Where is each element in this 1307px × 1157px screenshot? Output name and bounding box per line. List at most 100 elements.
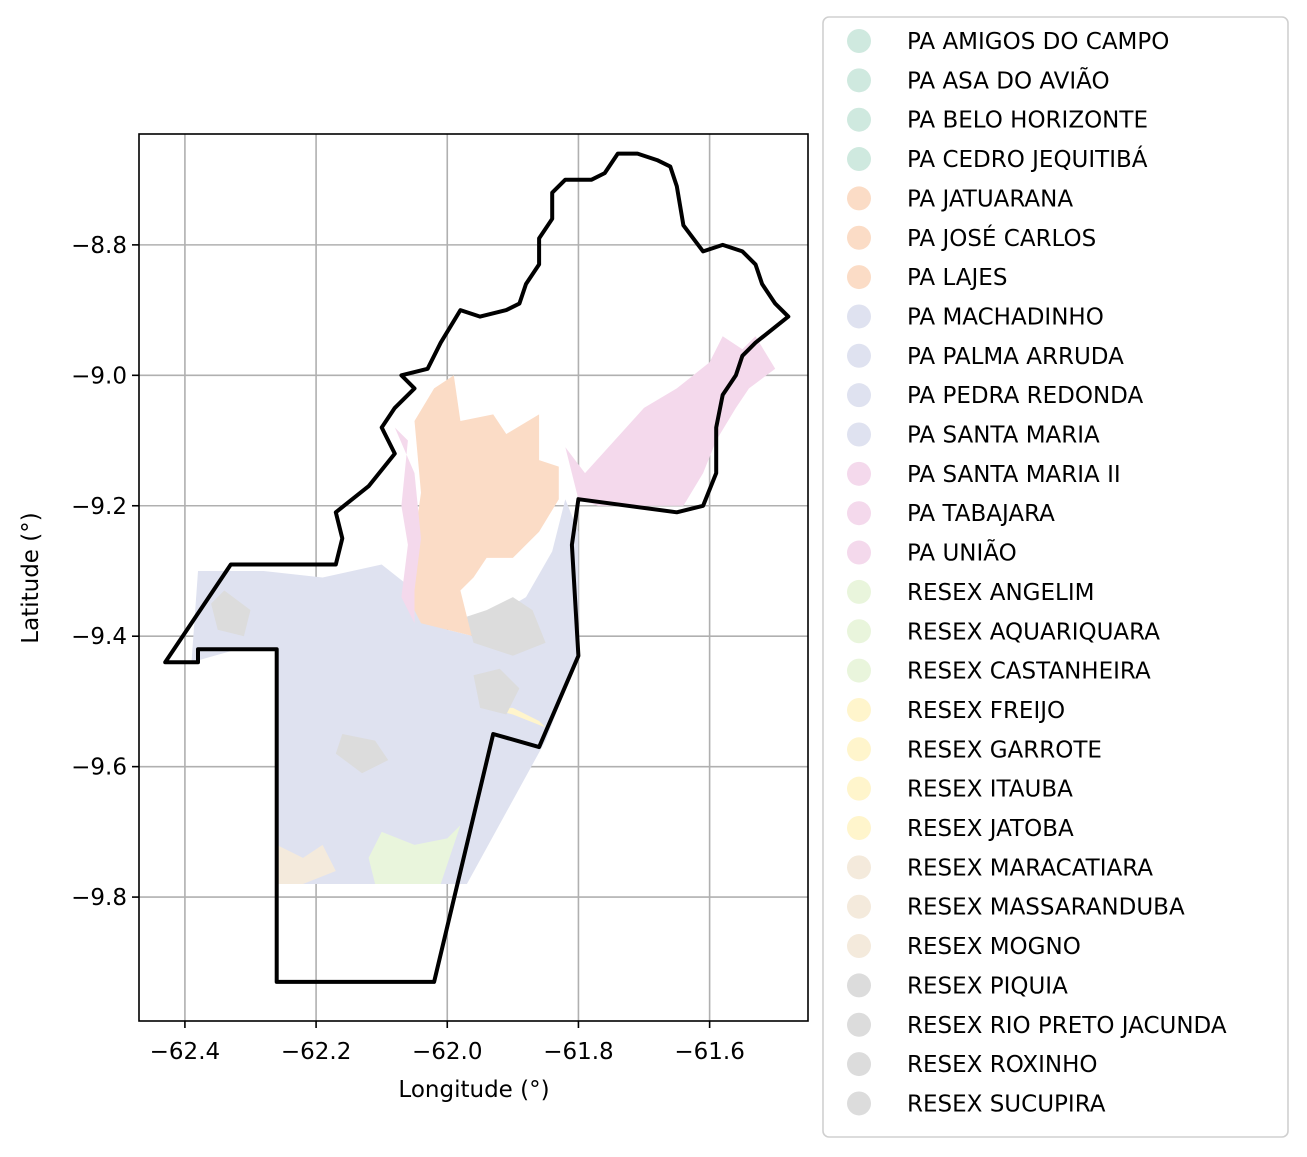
legend-marker	[847, 658, 871, 683]
legend-label: PA JOSÉ CARLOS	[907, 224, 1096, 252]
legend-label: PA PALMA ARRUDA	[907, 344, 1124, 370]
region-resex-piquia	[211, 590, 251, 637]
legend-item: PA ASA DO AVIÃO	[847, 66, 1110, 94]
legend-marker	[847, 894, 871, 919]
legend-item: PA JOSÉ CARLOS	[847, 224, 1096, 252]
legend-marker	[847, 934, 871, 959]
legend-label: RESEX RIO PRETO JACUNDA	[907, 1013, 1227, 1039]
legend-marker	[847, 973, 871, 998]
y-tick-label: −9.0	[71, 363, 127, 389]
legend-item: PA CEDRO JEQUITIBÁ	[847, 145, 1148, 173]
legend-label: RESEX MOGNO	[907, 934, 1081, 960]
x-axis-label: Longitude (°)	[398, 1077, 549, 1103]
legend-item: PA BELO HORIZONTE	[847, 107, 1148, 134]
legend-marker	[847, 501, 871, 526]
legend-label: RESEX FREIJO	[907, 698, 1065, 724]
y-tick-label: −9.4	[71, 624, 127, 650]
legend-marker	[847, 540, 871, 565]
legend-marker	[847, 855, 871, 880]
x-tick-label: −61.8	[543, 1039, 613, 1065]
y-axis-ticks: −8.8 −9.0 −9.2 −9.4 −9.6 −9.8	[71, 233, 139, 911]
legend-label: RESEX GARROTE	[907, 737, 1102, 763]
legend-item: RESEX MOGNO	[847, 934, 1081, 960]
legend-box	[822, 16, 1289, 1138]
y-tick-label: −9.6	[71, 755, 127, 781]
legend-label: RESEX ITAUBA	[907, 777, 1073, 803]
legend-label: PA MACHADINHO	[907, 304, 1104, 330]
legend-item: RESEX ANGELIM	[847, 579, 1094, 606]
municipality-boundary	[163, 151, 791, 984]
legend-item: RESEX MARACATIARA	[847, 855, 1153, 881]
legend-marker	[847, 29, 871, 53]
legend-label: RESEX AQUARIQUARA	[907, 619, 1160, 645]
legend-marker	[847, 107, 871, 132]
legend-label: PA SANTA MARIA	[907, 423, 1100, 449]
legend-item: PA TABAJARA	[847, 501, 1055, 527]
legend-marker	[847, 383, 871, 408]
legend-label: PA BELO HORIZONTE	[907, 108, 1148, 134]
legend-label: RESEX MARACATIARA	[907, 855, 1153, 881]
legend-label: PA LAJES	[907, 265, 1007, 291]
legend-label: PA JATUARANA	[907, 186, 1073, 212]
legend-label: PA CEDRO JEQUITIBÁ	[907, 145, 1148, 173]
region-resex-freijo	[486, 707, 546, 728]
legend-item: RESEX JATOBA	[847, 816, 1074, 842]
legend-marker	[847, 304, 871, 329]
x-tick-label: −62.2	[281, 1039, 351, 1065]
legend-item: RESEX SUCUPIRA	[847, 1091, 1106, 1117]
legend-item: RESEX AQUARIQUARA	[847, 619, 1160, 645]
legend-item: PA PALMA ARRUDA	[847, 343, 1124, 370]
legend-item: PA JATUARANA	[847, 186, 1073, 212]
y-axis-label: Latitude (°)	[18, 512, 44, 643]
legend-marker	[847, 776, 871, 801]
legend-entries: PA AMIGOS DO CAMPO PA ASA DO AVIÃO PA BELO…	[847, 29, 1227, 1117]
region-pa-tabajara	[394, 427, 421, 624]
legend-item: RESEX CASTANHEIRA	[847, 658, 1151, 685]
region-resex-castanheira	[368, 825, 461, 884]
legend-item: RESEX PIQUIA	[847, 973, 1068, 999]
plot-area	[139, 134, 808, 1021]
legend-label: PA UNIÃO	[907, 539, 1017, 567]
legend-label: RESEX ROXINHO	[907, 1052, 1097, 1078]
legend-item: PA AMIGOS DO CAMPO	[847, 29, 1169, 55]
legend-item: RESEX RIO PRETO JACUNDA	[847, 1012, 1227, 1039]
legend-item: PA PEDRA REDONDA	[847, 383, 1143, 409]
region-pa-santa-maria-ii	[565, 336, 776, 506]
legend-marker	[847, 579, 871, 604]
legend-marker	[847, 343, 871, 368]
legend-item: PA MACHADINHO	[847, 304, 1104, 330]
legend-item: RESEX ROXINHO	[847, 1052, 1097, 1078]
region-resex-maracatiara	[276, 844, 336, 884]
legend-marker	[847, 68, 871, 93]
legend-marker	[847, 225, 871, 250]
legend-item: PA UNIÃO	[847, 539, 1017, 567]
legend-label: RESEX CASTANHEIRA	[907, 659, 1151, 685]
legend-marker	[847, 461, 871, 486]
legend-item: PA LAJES	[847, 265, 1007, 291]
region-resex-roxinho	[335, 734, 389, 774]
municipality-boundary-layer	[163, 151, 791, 984]
legend-marker	[847, 816, 871, 840]
x-tick-label: −62.0	[412, 1039, 482, 1065]
x-axis-ticks: −62.4 −62.2 −62.0 −61.8 −61.6	[150, 1021, 745, 1065]
legend-marker	[847, 1052, 871, 1077]
legend-marker	[847, 1012, 871, 1037]
legend-label: PA PEDRA REDONDA	[907, 383, 1143, 409]
legend-item: RESEX GARROTE	[847, 737, 1102, 763]
legend-label: PA AMIGOS DO CAMPO	[907, 29, 1169, 55]
legend-label: PA TABAJARA	[907, 501, 1055, 527]
legend-marker	[847, 619, 871, 644]
y-tick-label: −9.8	[71, 885, 127, 911]
legend-label: RESEX PIQUIA	[907, 973, 1068, 999]
region-pa-jatuarana	[407, 375, 559, 637]
legend-item: RESEX FREIJO	[847, 697, 1065, 724]
legend-item: RESEX ITAUBA	[847, 776, 1073, 803]
legend-marker	[847, 1091, 871, 1116]
x-tick-label: −62.4	[150, 1039, 220, 1065]
legend: PA AMIGOS DO CAMPO PA ASA DO AVIÃO PA BELO…	[822, 16, 1289, 1138]
legend-marker	[847, 265, 871, 290]
legend-label: RESEX ANGELIM	[907, 580, 1094, 606]
legend-marker	[847, 186, 871, 211]
legend-marker	[847, 422, 871, 447]
